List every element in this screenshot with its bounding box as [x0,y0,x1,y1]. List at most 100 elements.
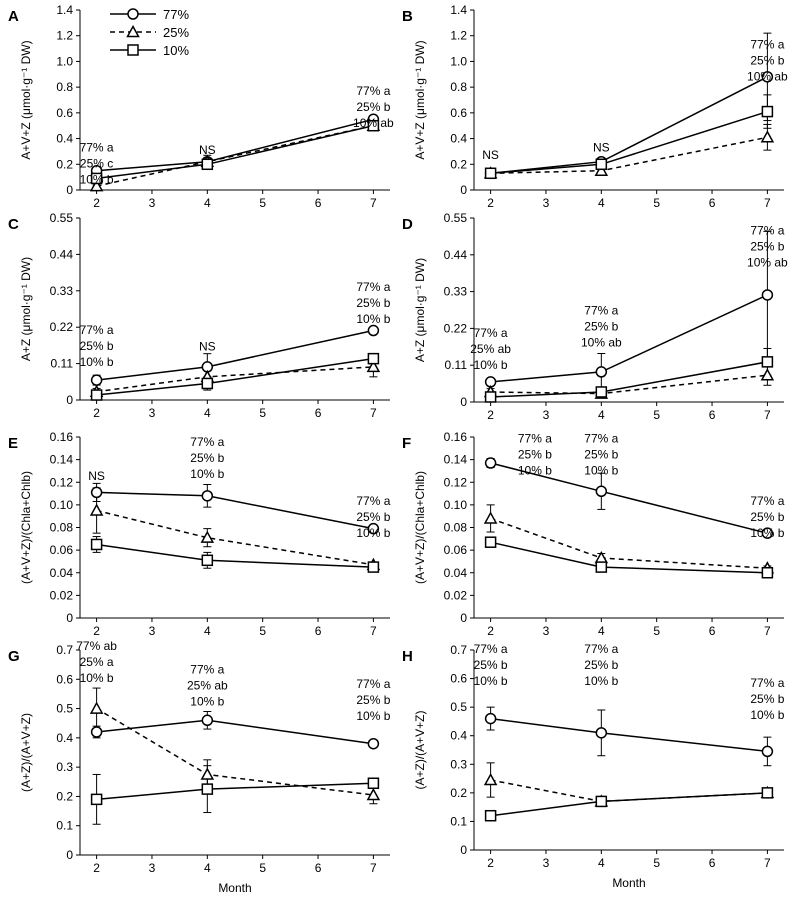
y-tick-label-b: 0.8 [450,80,467,94]
annotation-e: 77% a [356,494,390,508]
y-tick-label-h: 0.4 [450,729,467,743]
annotation-e: 25% b [190,451,224,465]
y-tick-label-f: 0.02 [444,588,468,602]
panel-a: A 0 0.2 0.4 0.6 0.8 1.0 1.2 1.4 2 3 4 5 6 7 A+V+Z (μmol… [8,3,394,210]
annotation-e: 77% a [190,435,224,449]
y-tick-label-f: 0.14 [444,453,468,467]
annotation-g: 25% b [356,693,390,707]
y-axis-label-a: A+V+Z (μmol·g⁻¹ DW) [19,40,33,159]
series-line-g-10 [96,782,374,801]
x-tick-label-a: 6 [315,196,322,210]
annotation-h: 77% a [584,642,618,656]
y-tick-label-c: 0.44 [50,247,74,261]
y-tick-label-a: 1.2 [56,29,73,43]
y-axis-label-f: (A+V+Z)/(Chla+Chlb) [413,471,427,584]
y-tick-label-b: 1.2 [450,29,467,43]
data-point-e-77 [201,490,214,502]
data-point-e-10 [201,554,214,567]
x-tick-label-f: 2 [487,624,494,638]
data-point-e-10 [90,538,103,551]
series-line-e-77 [96,491,374,530]
data-point-g-77 [367,737,380,750]
panel-c: C 0 0.11 0.22 0.33 0.44 0.55 2 3 4 5 6 7 A+Z (μmol·g⁻… [8,211,391,420]
x-tick-label-a: 2 [93,196,100,210]
annotation-c: NS [199,339,216,353]
series-line-g-77 [96,719,374,745]
annotation-g: 25% ab [187,678,228,692]
y-tick-label-e: 0.04 [50,566,74,580]
y-tick-label-g: 0 [66,848,73,862]
x-tick-label-e: 5 [259,624,266,638]
legend-label-77: 77% [163,7,189,22]
y-tick-label-a: 0.6 [56,106,73,120]
x-tick-label-a: 3 [149,196,156,210]
x-tick-label-c: 6 [315,406,322,420]
data-point-f-77 [484,457,497,469]
y-axis-label-h: (A+Z)/(A+V+Z) [413,710,427,789]
x-tick-label-f: 5 [653,624,660,638]
x-tick-label-d: 7 [764,408,771,422]
data-point-h-10 [761,787,774,799]
y-tick-label-d: 0.11 [445,358,468,372]
annotation-g: 77% a [190,662,224,676]
y-tick-label-e: 0.06 [50,543,74,557]
panel-letter-h: H [402,648,413,665]
annotation-h: 10% b [474,674,508,688]
y-tick-label-b: 0.2 [450,157,467,171]
annotation-a: 25% c [80,156,113,170]
annotation-c: 10% b [356,312,390,326]
annotation-a: 25% b [356,100,390,114]
annotation-c: 77% a [356,280,390,294]
x-tick-label-b: 4 [598,196,605,210]
data-point-f-25 [483,511,498,524]
panel-letter-c: C [8,216,19,233]
annotation-a: NS [199,143,216,157]
data-point-e-77 [367,522,380,535]
panel-letter-g: G [8,648,20,665]
series-line-a-10 [96,124,374,180]
annotation-d: 77% a [474,326,508,340]
y-tick-label-h: 0.2 [450,786,467,800]
y-tick-label-a: 1.4 [56,3,73,17]
x-tick-label-d: 6 [709,408,716,422]
y-tick-label-e: 0.08 [50,521,74,535]
annotation-d: 25% ab [470,342,511,356]
legend-marker-77 [127,8,139,20]
annotation-b: 25% b [750,54,784,68]
data-point-e-77 [90,486,103,499]
panel-b: B 0 0.2 0.4 0.6 0.8 1.0 1.2 1.4 2 3 4 5 6 7 A+V+Z (μmol… [402,3,788,210]
data-point-f-10 [761,567,774,579]
y-tick-label-d: 0 [460,395,467,409]
series-line-f-10 [490,541,768,574]
data-point-g-10 [201,783,214,795]
annotation-f: 10% b [584,464,618,478]
annotation-h: 77% a [750,676,784,690]
y-axis-label-b: A+V+Z (μmol·g⁻¹ DW) [413,40,427,159]
annotation-c: 25% b [80,339,114,353]
y-tick-label-h: 0.5 [450,700,467,714]
y-axis-label-d: A+Z (μmol·g⁻¹ DW) [413,258,427,362]
annotation-a: 10% b [80,172,114,186]
data-point-d-25 [760,368,775,381]
y-tick-label-e: 0.16 [50,430,74,444]
x-tick-label-b: 2 [487,196,494,210]
series-line-h-25 [490,779,768,803]
x-tick-label-b: 5 [653,196,660,210]
y-tick-label-h: 0.1 [450,814,467,828]
y-tick-label-d: 0.33 [444,285,468,299]
panel-letter-b: B [402,8,413,25]
y-tick-label-a: 0.2 [56,157,73,171]
panel-letter-d: D [402,216,413,233]
x-tick-label-h: 7 [764,856,771,870]
series-line-h-10 [490,792,768,817]
y-tick-label-e: 0.10 [50,498,74,512]
x-tick-label-d: 3 [543,408,550,422]
series-line-e-25 [96,509,374,566]
y-tick-label-f: 0.10 [444,498,468,512]
series-line-a-77 [96,118,374,172]
y-tick-label-b: 0 [460,183,467,197]
annotation-b: NS [593,140,610,154]
y-tick-label-g: 0.2 [56,789,73,803]
annotation-g: 10% b [190,694,224,708]
legend-marker-25 [126,24,140,38]
